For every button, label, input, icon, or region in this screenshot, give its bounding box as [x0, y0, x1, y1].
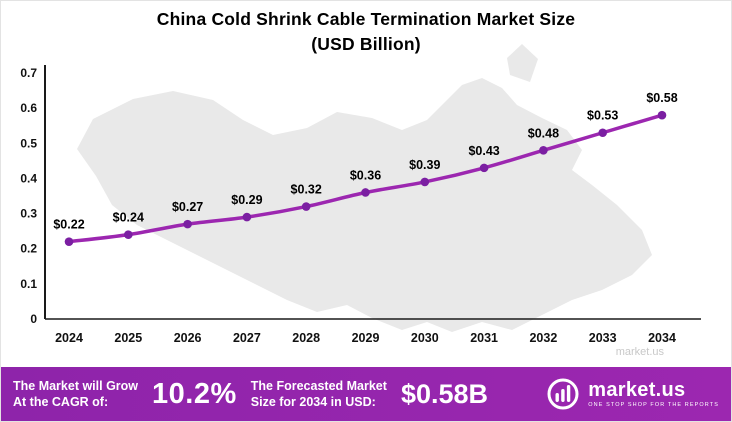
x-tick-label: 2024 [55, 331, 83, 345]
point-label: $0.36 [350, 168, 381, 182]
point-label: $0.58 [646, 91, 677, 105]
brand-name: market.us [588, 378, 686, 401]
point-label: $0.32 [291, 183, 322, 197]
brand-text: market.us One Stop Shop For The Reports [588, 380, 719, 409]
x-tick-label: 2033 [589, 331, 617, 345]
point-label: $0.39 [409, 158, 440, 172]
y-tick-label: 0.6 [20, 101, 37, 115]
data-point [657, 110, 667, 120]
data-point [479, 163, 489, 173]
y-tick-label: 0.7 [20, 66, 37, 80]
cagr-value: 10.2% [152, 377, 237, 410]
forecast-value: $0.58B [400, 378, 489, 409]
point-label: $0.27 [172, 200, 203, 214]
point-label: $0.48 [528, 126, 559, 140]
x-tick-label: 2032 [529, 331, 557, 345]
x-tick-label: 2030 [411, 331, 439, 345]
y-tick-label: 0 [30, 312, 37, 326]
y-tick-label: 0.3 [20, 207, 37, 221]
x-tick-label: 2025 [114, 331, 142, 345]
marketus-logo-icon [547, 378, 579, 410]
data-point [539, 146, 548, 155]
y-tick-label: 0.5 [20, 136, 37, 150]
data-point [598, 128, 607, 138]
point-label: $0.43 [468, 144, 499, 158]
x-tick-label: 2029 [352, 331, 380, 345]
point-label: $0.53 [587, 109, 618, 123]
x-tick-label: 2031 [470, 331, 498, 345]
forecast-label: The Forecasted Market Size for 2034 in U… [250, 378, 387, 409]
brand-tagline: One Stop Shop For The Reports [588, 401, 719, 408]
point-label: $0.29 [231, 193, 262, 207]
chart-title: China Cold Shrink Cable Termination Mark… [1, 7, 731, 58]
x-tick-label: 2027 [233, 331, 261, 345]
point-label: $0.24 [113, 211, 144, 225]
x-tick-label: 2034 [648, 331, 676, 345]
data-point [124, 230, 133, 239]
chart-title-line2: (USD Billion) [311, 34, 421, 55]
data-point [361, 188, 370, 197]
watermark: market.us [616, 346, 665, 358]
point-label: $0.22 [53, 218, 84, 232]
data-point [301, 202, 311, 211]
x-tick-label: 2028 [292, 331, 320, 345]
footer-banner: The Market will Grow At the CAGR of: 10.… [1, 367, 731, 421]
chart-title-line1: China Cold Shrink Cable Termination Mark… [156, 9, 576, 29]
data-point [64, 237, 74, 246]
cagr-label: The Market will Grow At the CAGR of: [13, 378, 139, 409]
y-tick-label: 0.4 [20, 171, 37, 185]
data-point [183, 219, 192, 229]
data-point [242, 212, 252, 222]
y-tick-label: 0.2 [20, 242, 37, 256]
brand-logo: market.us One Stop Shop For The Reports [546, 377, 719, 411]
china-map-silhouette [77, 44, 652, 332]
y-tick-label: 0.1 [20, 277, 37, 291]
x-tick-label: 2026 [174, 331, 202, 345]
data-point [420, 177, 430, 187]
